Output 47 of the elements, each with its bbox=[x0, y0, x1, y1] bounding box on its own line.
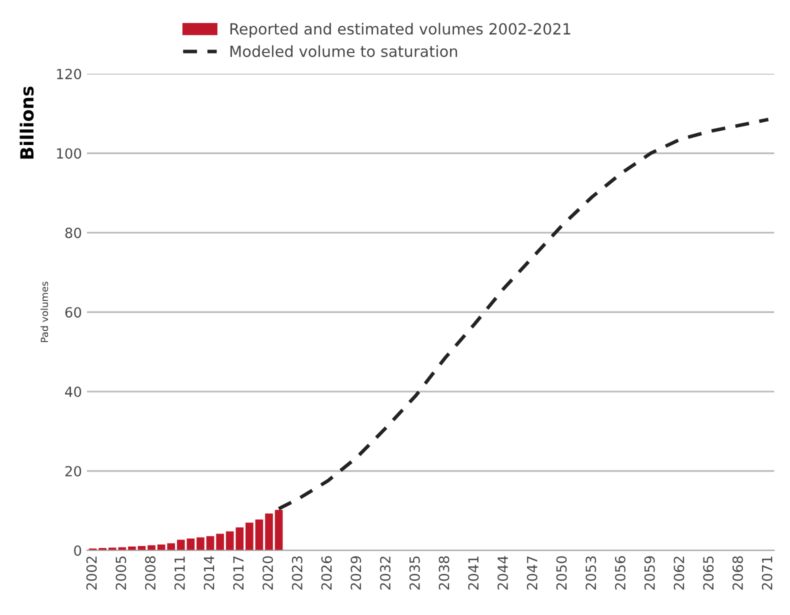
y-tick-label: 0 bbox=[74, 545, 82, 556]
x-tick-label: 2011 bbox=[174, 556, 185, 590]
x-tick-label: 2014 bbox=[204, 556, 214, 590]
x-tick-label: 2056 bbox=[614, 556, 626, 590]
y-tick-label: 40 bbox=[65, 386, 82, 398]
x-tick-label: 2041 bbox=[468, 556, 479, 590]
bar bbox=[186, 538, 195, 550]
legend-label: Reported and estimated volumes 2002-2021 bbox=[230, 22, 570, 38]
x-tick-label: 2017 bbox=[233, 556, 244, 590]
x-tick-label: 2065 bbox=[703, 556, 714, 590]
bar bbox=[255, 519, 264, 550]
bar bbox=[167, 543, 176, 550]
y-tick-label: 100 bbox=[57, 148, 82, 159]
bar bbox=[206, 536, 214, 550]
text: Billions bbox=[20, 86, 34, 159]
x-tick-label: 2059 bbox=[644, 556, 655, 590]
legend-label: Modeled volume to saturation bbox=[230, 45, 458, 58]
line-series bbox=[277, 118, 770, 510]
x-tick-label: 2071 bbox=[762, 556, 772, 590]
x-tick-label: 2035 bbox=[409, 556, 420, 590]
x-tick-label: 2026 bbox=[321, 556, 332, 590]
x-tick-label: 2020 bbox=[262, 556, 274, 590]
x-tick-label: 2053 bbox=[586, 556, 596, 590]
x-tick-label: 2005 bbox=[116, 556, 126, 590]
x-tick-label: 2032 bbox=[380, 556, 391, 590]
x-tick-label: 2023 bbox=[292, 556, 302, 590]
bar bbox=[265, 513, 273, 550]
bar bbox=[128, 546, 136, 550]
bar bbox=[216, 534, 224, 550]
bar bbox=[176, 540, 185, 550]
x-tick-label: 2050 bbox=[556, 556, 567, 590]
bar bbox=[246, 522, 254, 550]
x-tick-label: 2062 bbox=[674, 556, 684, 590]
bar bbox=[274, 510, 283, 550]
x-tick-label: 2038 bbox=[438, 556, 450, 590]
y-tick-label: 120 bbox=[57, 68, 82, 80]
x-tick-label: 2002 bbox=[86, 556, 97, 590]
y-tick-label: 60 bbox=[65, 307, 82, 318]
x-tick-label: 2047 bbox=[526, 556, 538, 590]
x-tick-label: 2029 bbox=[350, 556, 362, 590]
x-tick-label: 2008 bbox=[145, 556, 156, 590]
x-tick-label: 2068 bbox=[732, 556, 743, 590]
y-tick-label: 20 bbox=[65, 466, 82, 476]
y-axis-title: Pad volumes bbox=[40, 282, 48, 342]
y-tick-label: 80 bbox=[65, 228, 82, 238]
x-tick-label: 2044 bbox=[498, 556, 508, 590]
bar bbox=[196, 537, 204, 550]
